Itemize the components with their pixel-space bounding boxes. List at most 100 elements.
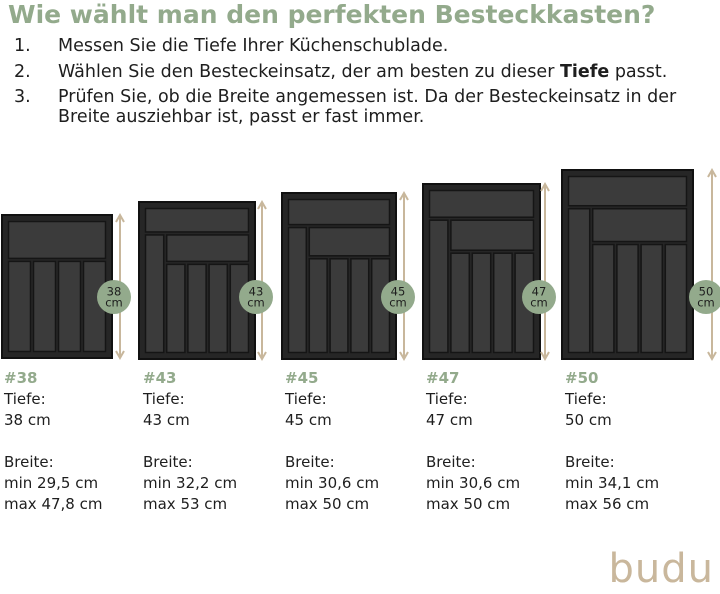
depth-badge	[381, 280, 415, 314]
depth-badge	[97, 280, 131, 314]
compartment	[7, 220, 107, 260]
product-info: #45 Tiefe: 45 cm Breite: min 30,6 cm max 50 c…	[285, 368, 379, 515]
title: Wie wählt man den perfekten Besteckkaste…	[8, 0, 656, 29]
compartment	[287, 226, 308, 354]
compartment	[450, 252, 471, 354]
compartment	[144, 207, 250, 233]
spacer	[426, 431, 520, 452]
compartment	[32, 260, 57, 353]
compartment	[329, 258, 349, 354]
width-min: min 30,6 cm	[285, 474, 380, 492]
compartment	[567, 207, 591, 354]
product-code: #47	[426, 369, 460, 387]
ruler-arrow	[707, 167, 717, 362]
spacer	[285, 431, 379, 452]
compartment	[350, 258, 370, 354]
badge-text: 47	[532, 285, 547, 299]
depth-label: Tiefe:	[4, 390, 46, 408]
compartment	[492, 252, 513, 354]
step-text: Wählen Sie den Besteckeinsatz, der am be…	[58, 62, 560, 82]
depth-value: 45 cm	[285, 411, 332, 429]
step-number: 2.	[14, 62, 31, 82]
ruler-arrow	[399, 190, 409, 362]
product-code: #50	[565, 369, 599, 387]
product-info: #43 Tiefe: 43 cm Breite: min 32,2 cm max 53 c…	[143, 368, 237, 515]
width-label: Breite:	[426, 453, 476, 471]
product-info: #47 Tiefe: 47 cm Breite: min 30,6 cm max 50 c…	[426, 368, 520, 515]
width-max: max 56 cm	[565, 495, 650, 513]
compartment	[308, 226, 391, 257]
depth-value: 50 cm	[565, 411, 612, 429]
spacer	[143, 431, 237, 452]
depth-value: 47 cm	[426, 411, 473, 429]
width-min: min 30,6 cm	[426, 474, 521, 492]
depth-badge	[239, 280, 273, 314]
depth-badge	[689, 280, 720, 314]
width-max: max 50 cm	[426, 495, 511, 513]
width-max: max 50 cm	[285, 495, 370, 513]
compartment	[208, 263, 229, 354]
depth-label: Tiefe:	[565, 390, 607, 408]
width-min: min 32,2 cm	[143, 474, 238, 492]
compartment	[187, 263, 207, 354]
compartment	[144, 234, 165, 354]
width-label: Breite:	[4, 453, 54, 471]
compartment	[428, 219, 449, 354]
badge-text: cm	[697, 296, 715, 310]
depth-label: Tiefe:	[426, 390, 468, 408]
step-continuation: Breite ausziehbar ist, passt er fast imm…	[58, 107, 425, 127]
badge-text: cm	[389, 296, 407, 310]
ruler-arrow	[115, 212, 125, 361]
depth-label: Tiefe:	[285, 390, 327, 408]
badge-text: cm	[530, 296, 548, 310]
spacer	[4, 431, 102, 452]
depth-value: 38 cm	[4, 411, 51, 429]
depth-value: 43 cm	[143, 411, 190, 429]
step-text: Prüfen Sie, ob die Breite angemessen ist…	[58, 87, 677, 107]
compartment	[428, 189, 535, 218]
badge-text: cm	[105, 296, 123, 310]
badge-text: 50	[699, 285, 714, 299]
step: 3. Prüfen Sie, ob die Breite angemessen i…	[14, 87, 676, 127]
product-info: #38 Tiefe: 38 cm Breite: min 29,5 cm max 47,8…	[4, 368, 102, 515]
badge-text: 38	[107, 285, 122, 299]
badge-text: 45	[391, 285, 406, 299]
width-min: min 29,5 cm	[4, 474, 99, 492]
width-label: Breite:	[565, 453, 615, 471]
badge-text: cm	[247, 296, 265, 310]
logo: budu	[608, 546, 714, 592]
width-label: Breite:	[285, 453, 335, 471]
compartment	[287, 198, 391, 226]
step: 2. Wählen Sie den Besteckeinsatz, der am …	[14, 62, 667, 82]
product-code: #38	[4, 369, 38, 387]
step-text: Tiefe	[559, 62, 610, 82]
compartment	[450, 219, 535, 251]
compartment	[57, 260, 82, 353]
compartment	[165, 234, 250, 263]
depth-label: Tiefe:	[143, 390, 185, 408]
step-text: Messen Sie die Tiefe Ihrer Küchenschubla…	[58, 36, 449, 56]
width-min: min 34,1 cm	[565, 474, 660, 492]
width-max: max 53 cm	[143, 495, 228, 513]
width-label: Breite:	[143, 453, 193, 471]
compartment	[664, 243, 688, 354]
compartment	[640, 243, 664, 354]
product-code: #43	[143, 369, 177, 387]
product-code: #45	[285, 369, 319, 387]
ruler-arrow	[540, 181, 550, 362]
spacer	[565, 431, 659, 452]
compartment	[567, 175, 688, 207]
step-number: 1.	[14, 36, 31, 56]
step: 1. Messen Sie die Tiefe Ihrer Küchenschub…	[14, 36, 448, 56]
compartment	[165, 263, 186, 354]
product-info: #50 Tiefe: 50 cm Breite: min 34,1 cm max 56 c…	[565, 368, 659, 515]
compartment	[616, 243, 639, 354]
width-max: max 47,8 cm	[4, 495, 103, 513]
compartment	[471, 252, 492, 354]
step-text: passt.	[609, 62, 668, 82]
compartment	[591, 207, 688, 243]
compartment	[7, 260, 32, 353]
step-number: 3.	[14, 87, 31, 107]
depth-badge	[522, 280, 556, 314]
